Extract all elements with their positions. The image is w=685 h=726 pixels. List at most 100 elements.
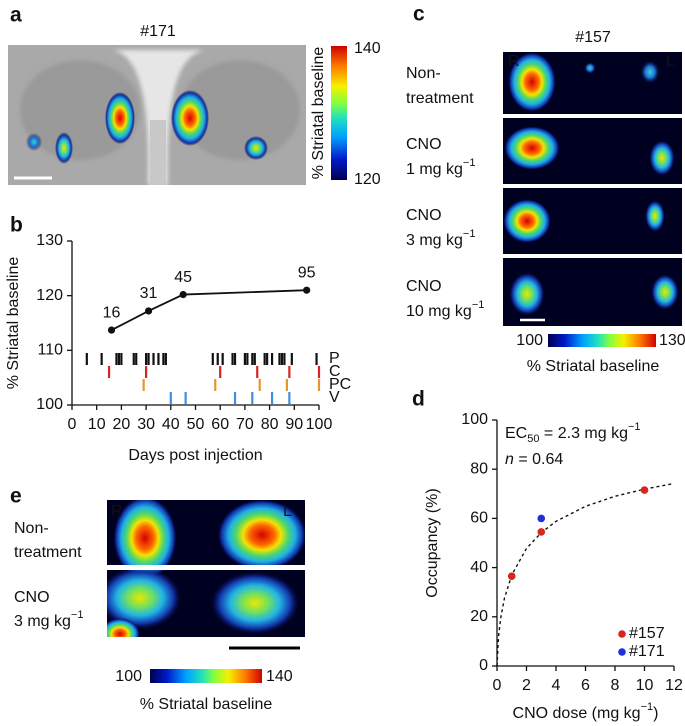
- x-tick-label: 12: [665, 677, 683, 694]
- panel-title: #157: [575, 29, 611, 46]
- x-tick-label: 0: [493, 677, 502, 694]
- event-label: PC: [329, 376, 351, 393]
- x-tick-label: 10: [88, 416, 106, 433]
- hemisphere-label: L: [283, 503, 292, 520]
- colorbar-min: 100: [115, 668, 142, 685]
- legend-label: #157: [629, 625, 665, 642]
- row-label: CNO: [406, 136, 442, 153]
- x-tick-label: 4: [552, 677, 561, 694]
- x-tick-label: 20: [113, 416, 131, 433]
- colorbar-min: 100: [516, 332, 543, 349]
- y-axis-label: % Striatal baseline: [5, 257, 22, 390]
- x-axis-label: Days post injection: [128, 447, 262, 464]
- point-label: 45: [174, 269, 192, 286]
- panel-letter: e: [10, 485, 22, 508]
- colorbar: [548, 334, 656, 347]
- annotation-part: −1: [628, 421, 641, 433]
- legend-marker: [618, 630, 626, 638]
- midline: [150, 120, 166, 185]
- row-label-part: −1: [472, 299, 485, 311]
- annotation: EC50 = 2.3 mg kg−1: [505, 421, 641, 445]
- x-tick-label: 6: [581, 677, 590, 694]
- row-label: Non-: [406, 65, 441, 82]
- hemisphere-label: R: [508, 53, 520, 70]
- data-point: [107, 326, 116, 334]
- event-label: P: [329, 350, 340, 367]
- annotation-part: = 0.64: [514, 451, 563, 468]
- activation-blob: [645, 200, 665, 232]
- colorbar-label: % Striatal baseline: [527, 358, 660, 375]
- row-label: CNO: [406, 207, 442, 224]
- panel-title: #171: [140, 23, 176, 40]
- activation-blob: [210, 571, 300, 635]
- y-axis-label: Occupancy (%): [424, 488, 441, 597]
- y-tick-label: 130: [36, 232, 63, 249]
- y-tick-label: 40: [470, 559, 488, 576]
- row-label: treatment: [14, 544, 82, 561]
- row-label: CNO: [406, 278, 442, 295]
- row-label: 3 mg kg−1: [406, 228, 475, 249]
- hemisphere-label: L: [666, 53, 675, 70]
- activation-blob: [113, 500, 177, 580]
- row-label-part: −1: [463, 157, 476, 169]
- row-label: 3 mg kg−1: [14, 609, 83, 630]
- panel-letter: a: [10, 4, 22, 27]
- data-point: [507, 572, 516, 581]
- colorbar-label: % Striatal baseline: [310, 47, 327, 180]
- row-label-part: 3 mg kg: [14, 613, 71, 630]
- point-label: 31: [140, 285, 158, 302]
- row-label-part: treatment: [406, 90, 474, 107]
- annotation-part: = 2.3 mg kg: [539, 425, 628, 442]
- data-point: [303, 286, 311, 294]
- row-label: treatment: [406, 90, 474, 107]
- activation-blob: [244, 136, 268, 160]
- x-tick-label: 10: [636, 677, 654, 694]
- x-axis-label-part: CNO dose (mg kg: [513, 705, 641, 722]
- y-tick-label: 20: [470, 608, 488, 625]
- activation-blob: [509, 272, 545, 316]
- x-tick-label: 2: [522, 677, 531, 694]
- data-point: [537, 514, 546, 523]
- panel-letter: d: [412, 388, 425, 411]
- colorbar-min: 120: [354, 171, 381, 188]
- legend-marker: [618, 648, 626, 656]
- data-line: [111, 289, 307, 331]
- annotation-part: EC: [505, 425, 527, 442]
- activation-blob: [217, 500, 305, 571]
- activation-blob: [503, 199, 551, 243]
- activation-blob: [651, 274, 679, 310]
- y-tick-label: 100: [461, 411, 488, 428]
- activation-blob: [105, 92, 135, 144]
- row-label-part: 3 mg kg: [406, 232, 463, 249]
- data-point: [537, 528, 546, 536]
- row-label: 1 mg kg−1: [406, 157, 475, 178]
- activation-blob: [640, 60, 660, 84]
- x-axis-label: CNO dose (mg kg−1): [513, 701, 659, 722]
- panel-letter: b: [10, 214, 23, 237]
- hemisphere-label: R: [111, 503, 123, 520]
- x-tick-label: 40: [162, 416, 180, 433]
- x-tick-label: 30: [137, 416, 155, 433]
- annotation-part: 50: [527, 433, 539, 445]
- ventricle: [112, 50, 205, 185]
- legend-label: #171: [629, 643, 665, 660]
- activation-blob: [26, 133, 42, 151]
- x-tick-label: 100: [306, 416, 333, 433]
- y-tick-label: 110: [37, 342, 63, 359]
- colorbar-max: 130: [659, 332, 685, 349]
- x-tick-label: 0: [68, 416, 77, 433]
- colorbar: [331, 46, 347, 180]
- annotation: n = 0.64: [505, 451, 563, 468]
- activation-blob: [171, 90, 209, 146]
- event-label: C: [329, 363, 341, 380]
- data-point: [179, 290, 187, 299]
- pet-images: [503, 52, 682, 326]
- activation-blob: [55, 132, 73, 164]
- point-label: 16: [103, 304, 121, 321]
- y-tick-label: 60: [470, 510, 488, 527]
- colorbar-max: 140: [266, 668, 293, 685]
- row-label: CNO: [14, 589, 50, 606]
- x-tick-label: 90: [285, 416, 303, 433]
- row-label-part: 10 mg kg: [406, 303, 472, 320]
